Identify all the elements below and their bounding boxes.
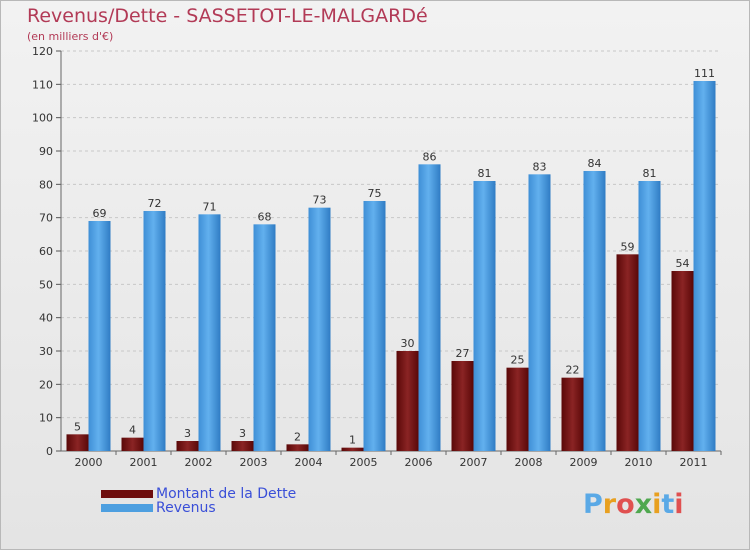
data-label-dette-2002: 3	[184, 427, 191, 440]
x-tick-label: 2002	[185, 456, 213, 469]
bar-dette-2004	[286, 444, 309, 451]
bar-dette-2006	[396, 351, 419, 451]
data-label-revenus-2007: 81	[478, 167, 492, 180]
x-tick-label: 2010	[625, 456, 653, 469]
data-label-dette-2004: 2	[294, 430, 301, 443]
logo-letter: r	[602, 489, 617, 520]
y-tick-label: 40	[39, 312, 53, 325]
x-tick-label: 2004	[295, 456, 323, 469]
bar-revenus-2008	[528, 174, 551, 452]
y-tick-label: 110	[32, 78, 53, 91]
y-tick-label: 50	[39, 278, 53, 291]
x-tick-label: 2009	[570, 456, 598, 469]
bar-dette-2005	[341, 447, 364, 451]
data-label-dette-2011: 54	[676, 257, 690, 270]
data-label-dette-2000: 5	[74, 420, 81, 433]
bar-revenus-2009	[583, 171, 606, 451]
bar-revenus-2005	[363, 201, 386, 451]
logo-letter: x	[634, 489, 653, 520]
y-tick-label: 120	[32, 45, 53, 58]
legend-swatch-revenus	[101, 504, 153, 512]
bar-revenus-2006	[418, 164, 441, 452]
bar-dette-2010	[616, 254, 639, 451]
data-label-revenus-2005: 75	[368, 187, 382, 200]
x-tick-label: 2000	[75, 456, 103, 469]
chart-subtitle: (en milliers d'€)	[27, 30, 114, 43]
data-label-revenus-2006: 86	[423, 150, 437, 163]
bar-dette-2008	[506, 367, 529, 451]
x-tick-label: 2003	[240, 456, 268, 469]
y-tick-label: 20	[39, 378, 53, 391]
data-label-revenus-2011: 111	[694, 67, 715, 80]
data-label-dette-2001: 4	[129, 424, 136, 437]
data-label-revenus-2004: 73	[313, 194, 327, 207]
bar-revenus-2001	[143, 211, 166, 451]
proxiti-logo: Proxiti	[583, 489, 684, 520]
data-label-revenus-2001: 72	[148, 197, 162, 210]
chart-title: Revenus/Dette - SASSETOT-LE-MALGARDé	[27, 5, 428, 27]
y-tick-label: 90	[39, 145, 53, 158]
logo-letter: t	[661, 489, 675, 520]
bar-revenus-2010	[638, 181, 661, 451]
legend-label-dette: Montant de la Dette	[156, 486, 297, 502]
y-tick-label: 70	[39, 212, 53, 225]
data-label-dette-2006: 30	[401, 337, 415, 350]
data-label-revenus-2010: 81	[643, 167, 657, 180]
bar-dette-2002	[176, 441, 199, 451]
bar-dette-2003	[231, 441, 254, 451]
data-label-revenus-2008: 83	[533, 160, 547, 173]
x-tick-label: 2008	[515, 456, 543, 469]
data-label-dette-2010: 59	[621, 240, 635, 253]
y-tick-label: 30	[39, 345, 53, 358]
logo-letter: i	[652, 489, 662, 520]
bar-dette-2001	[121, 437, 144, 451]
legend-swatch-dette	[101, 490, 153, 498]
data-label-revenus-2009: 84	[588, 157, 602, 170]
data-label-dette-2008: 25	[511, 354, 525, 367]
x-tick-label: 2005	[350, 456, 378, 469]
bar-revenus-2007	[473, 181, 496, 451]
logo-letter: i	[674, 489, 684, 520]
y-tick-label: 10	[39, 412, 53, 425]
bar-dette-2009	[561, 377, 584, 451]
x-tick-label: 2007	[460, 456, 488, 469]
logo-letter: o	[616, 489, 635, 520]
y-tick-label: 0	[46, 445, 53, 458]
x-tick-label: 2011	[680, 456, 708, 469]
bar-dette-2011	[671, 271, 694, 451]
bar-revenus-2000	[88, 221, 111, 451]
bar-revenus-2004	[308, 207, 331, 451]
bar-revenus-2002	[198, 214, 221, 451]
x-tick-label: 2001	[130, 456, 158, 469]
bar-revenus-2003	[253, 224, 276, 451]
logo-letter: P	[583, 489, 603, 520]
bar-dette-2007	[451, 361, 474, 451]
data-label-dette-2003: 3	[239, 427, 246, 440]
legend-label-revenus: Revenus	[156, 500, 216, 516]
data-label-revenus-2003: 68	[258, 210, 272, 223]
data-label-dette-2009: 22	[566, 364, 580, 377]
data-label-revenus-2002: 71	[203, 200, 217, 213]
data-label-dette-2007: 27	[456, 347, 470, 360]
y-tick-label: 60	[39, 245, 53, 258]
data-label-revenus-2000: 69	[93, 207, 107, 220]
x-tick-label: 2006	[405, 456, 433, 469]
bar-revenus-2011	[693, 81, 716, 451]
data-label-dette-2005: 1	[349, 434, 356, 447]
y-tick-label: 80	[39, 178, 53, 191]
bar-dette-2000	[66, 434, 89, 451]
y-tick-label: 100	[32, 112, 53, 125]
